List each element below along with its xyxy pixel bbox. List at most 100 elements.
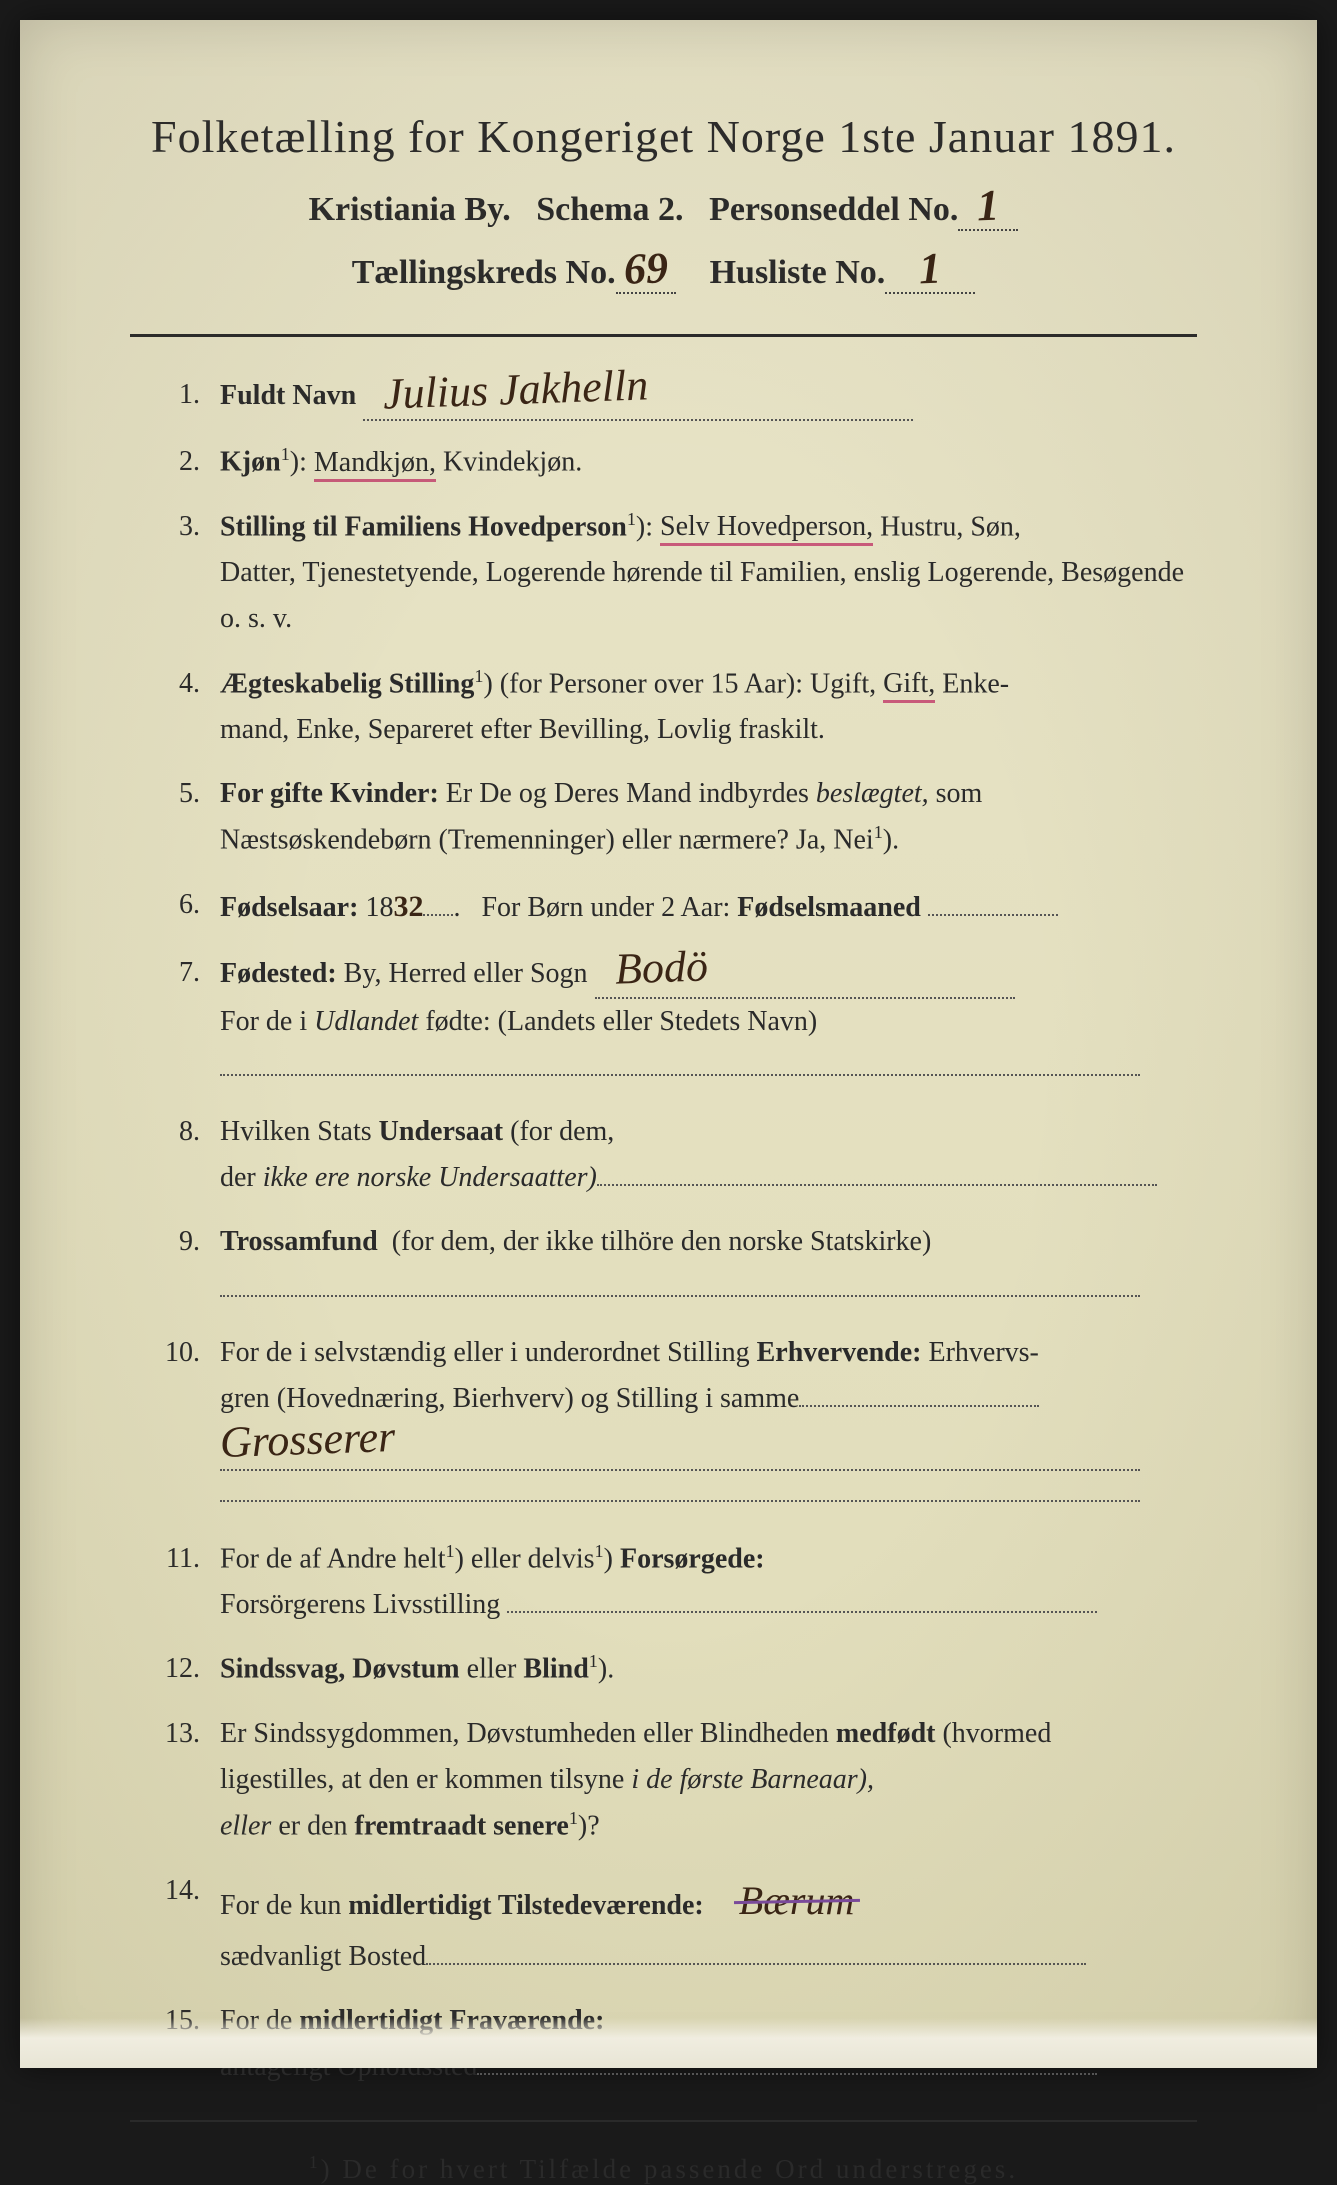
q6-rest: For Børn under 2 Aar: [481, 892, 730, 923]
q6-label: Fødselsaar: [220, 892, 358, 923]
q3-line3: o. s. v. [220, 603, 292, 634]
q6-year-prefix: 18 [365, 892, 393, 923]
q4-num: 4. [150, 661, 220, 754]
q12-num: 12. [150, 1646, 220, 1693]
kreds-no: 69 [623, 250, 668, 287]
q10-text1: For de i selvstændig eller i underordnet… [220, 1337, 750, 1368]
q8-bold: Undersaat [379, 1116, 503, 1147]
q9-bold: Trossamfund [220, 1226, 378, 1257]
q7-rest: By, Herred eller Sogn [344, 958, 588, 989]
q8-text1: Hvilken Stats [220, 1116, 372, 1147]
schema-label: Schema 2. [536, 191, 683, 228]
q9-num: 9. [150, 1219, 220, 1311]
q7-line2c: fødte: (Landets eller Stedets Navn) [425, 1006, 817, 1037]
husliste-label: Husliste No. [710, 254, 886, 291]
q4-line2: mand, Enke, Separeret efter Bevilling, L… [220, 714, 825, 745]
q11-text2: eller delvis [471, 1543, 595, 1574]
q14-text1: For de kun [220, 1890, 341, 1921]
q3-num: 3. [150, 504, 220, 643]
q5-line2: Næstsøskendebørn (Tremenninger) eller næ… [220, 825, 874, 856]
q12-text2: eller [467, 1654, 517, 1685]
q6-label2: Fødselsmaaned [737, 892, 921, 923]
q13-line2b: i de første Barneaar), [631, 1764, 874, 1795]
q2-selected: Mandkjøn, [314, 447, 436, 482]
q5-rest: Er De og Deres Mand indbyrdes [446, 778, 809, 809]
q10-num: 10. [150, 1330, 220, 1518]
q10-line2: gren (Hovednæring, Bierhverv) og Stillin… [220, 1383, 799, 1414]
q10-value: Grosserer [219, 1419, 395, 1460]
city-label: Kristiania By. [309, 191, 511, 228]
kreds-label: Tællingskreds No. [352, 254, 616, 291]
q4-label: Ægteskabelig Stilling [220, 668, 474, 699]
q5-label: For gifte Kvinder: [220, 778, 439, 809]
q13-line1: Er Sindssygdommen, Døvstumheden eller Bl… [220, 1718, 829, 1749]
q8-line2b: ikke ere norske Undersaatter) [263, 1162, 597, 1193]
q14-bold: midlertidigt Tilstedeværende: [348, 1890, 703, 1921]
q5-italic: beslægtet, [816, 778, 929, 809]
q10-text2: Erhvervs- [928, 1337, 1038, 1368]
paper-edge [20, 2018, 1317, 2068]
personseddel-no: 1 [977, 188, 1000, 224]
main-title: Folketælling for Kongeriget Norge 1ste J… [130, 110, 1197, 163]
q4-rest1: (for Personer over 15 Aar): Ugift, [500, 668, 876, 699]
q7-label: Fødested: [220, 958, 337, 989]
q1-value: Julius Jakhelln [383, 367, 649, 411]
q8-row: 8. Hvilken Stats Undersaat (for dem, der… [150, 1109, 1197, 1201]
third-line: Tællingskreds No.69 Husliste No. 1 [130, 251, 1197, 294]
q10-bold: Erhvervende: [757, 1337, 922, 1368]
q1-num: 1. [150, 372, 220, 421]
q12-row: 12. Sindssvag, Døvstum eller Blind1). [150, 1646, 1197, 1693]
q2-row: 2. Kjøn1): Mandkjøn, Kvindekjøn. [150, 439, 1197, 486]
q3-label: Stilling til Familiens Hovedperson [220, 511, 627, 542]
q5-rest2: som [936, 778, 983, 809]
q7-num: 7. [150, 950, 220, 1092]
q11-text1: For de af Andre helt [220, 1543, 446, 1574]
q1-row: 1. Fuldt Navn Julius Jakhelln [150, 372, 1197, 421]
q14-value: Bærum [739, 1878, 855, 1923]
q11-text3: Forsørgede: [620, 1543, 765, 1574]
q14-line2: sædvanligt Bosted [220, 1941, 426, 1972]
q7-line2b: Udlandet [314, 1006, 418, 1037]
q11-num: 11. [150, 1536, 220, 1629]
q7-row: 7. Fødested: By, Herred eller Sogn Bodö … [150, 950, 1197, 1092]
q7-line2a: For de i [220, 1006, 307, 1037]
q4-rest2: Enke- [942, 668, 1009, 699]
q10-row: 10. For de i selvstændig eller i underor… [150, 1330, 1197, 1518]
q2-opt2: Kvindekjøn. [443, 447, 582, 478]
q13-bold1: medfødt [836, 1718, 936, 1749]
q4-row: 4. Ægteskabelig Stilling1) (for Personer… [150, 661, 1197, 754]
q13-row: 13. Er Sindssygdommen, Døvstumheden elle… [150, 1711, 1197, 1850]
footer-divider [130, 2120, 1197, 2122]
q5-num: 5. [150, 771, 220, 864]
q1-label: Fuldt Navn [220, 380, 356, 411]
q3-selected: Selv Hovedperson, [660, 511, 873, 546]
q9-rest: (for dem, der ikke tilhöre den norske St… [392, 1226, 932, 1257]
q11-line2: Forsörgerens Livsstilling [220, 1589, 500, 1620]
q13-num: 13. [150, 1711, 220, 1850]
footnote: 1) De for hvert Tilfælde passende Ord un… [130, 2152, 1197, 2185]
q14-row: 14. For de kun midlertidigt Tilstedevære… [150, 1868, 1197, 1980]
q14-num: 14. [150, 1868, 220, 1980]
q12-text3: Blind [523, 1654, 588, 1685]
q3-rest1: Hustru, Søn, [880, 511, 1021, 542]
q3-line2: Datter, Tjenestetyende, Logerende hørend… [220, 557, 1184, 588]
q4-selected: Gift, [883, 668, 935, 703]
q3-row: 3. Stilling til Familiens Hovedperson1):… [150, 504, 1197, 643]
q8-num: 8. [150, 1109, 220, 1201]
q11-row: 11. For de af Andre helt1) eller delvis1… [150, 1536, 1197, 1629]
q13-line1b: (hvormed [942, 1718, 1051, 1749]
footnote-text: De for hvert Tilfælde passende Ord under… [342, 2154, 1018, 2184]
subtitle-line: Kristiania By. Schema 2. Personseddel No… [130, 188, 1197, 231]
q7-value: Bodö [614, 948, 708, 986]
q2-label: Kjøn [220, 447, 281, 478]
q6-year: 32 [393, 890, 423, 923]
q12-text: Sindssvag, Døvstum [220, 1654, 460, 1685]
q5-row: 5. For gifte Kvinder: Er De og Deres Man… [150, 771, 1197, 864]
q6-num: 6. [150, 882, 220, 932]
q6-row: 6. Fødselsaar: 1832. For Børn under 2 Aa… [150, 882, 1197, 932]
q13-line3a: eller [220, 1810, 271, 1841]
q8-text2: (for dem, [510, 1116, 614, 1147]
husliste-no: 1 [919, 251, 942, 287]
q9-row: 9. Trossamfund (for dem, der ikke tilhör… [150, 1219, 1197, 1311]
q13-line2a: ligestilles, at den er kommen tilsyne [220, 1764, 624, 1795]
